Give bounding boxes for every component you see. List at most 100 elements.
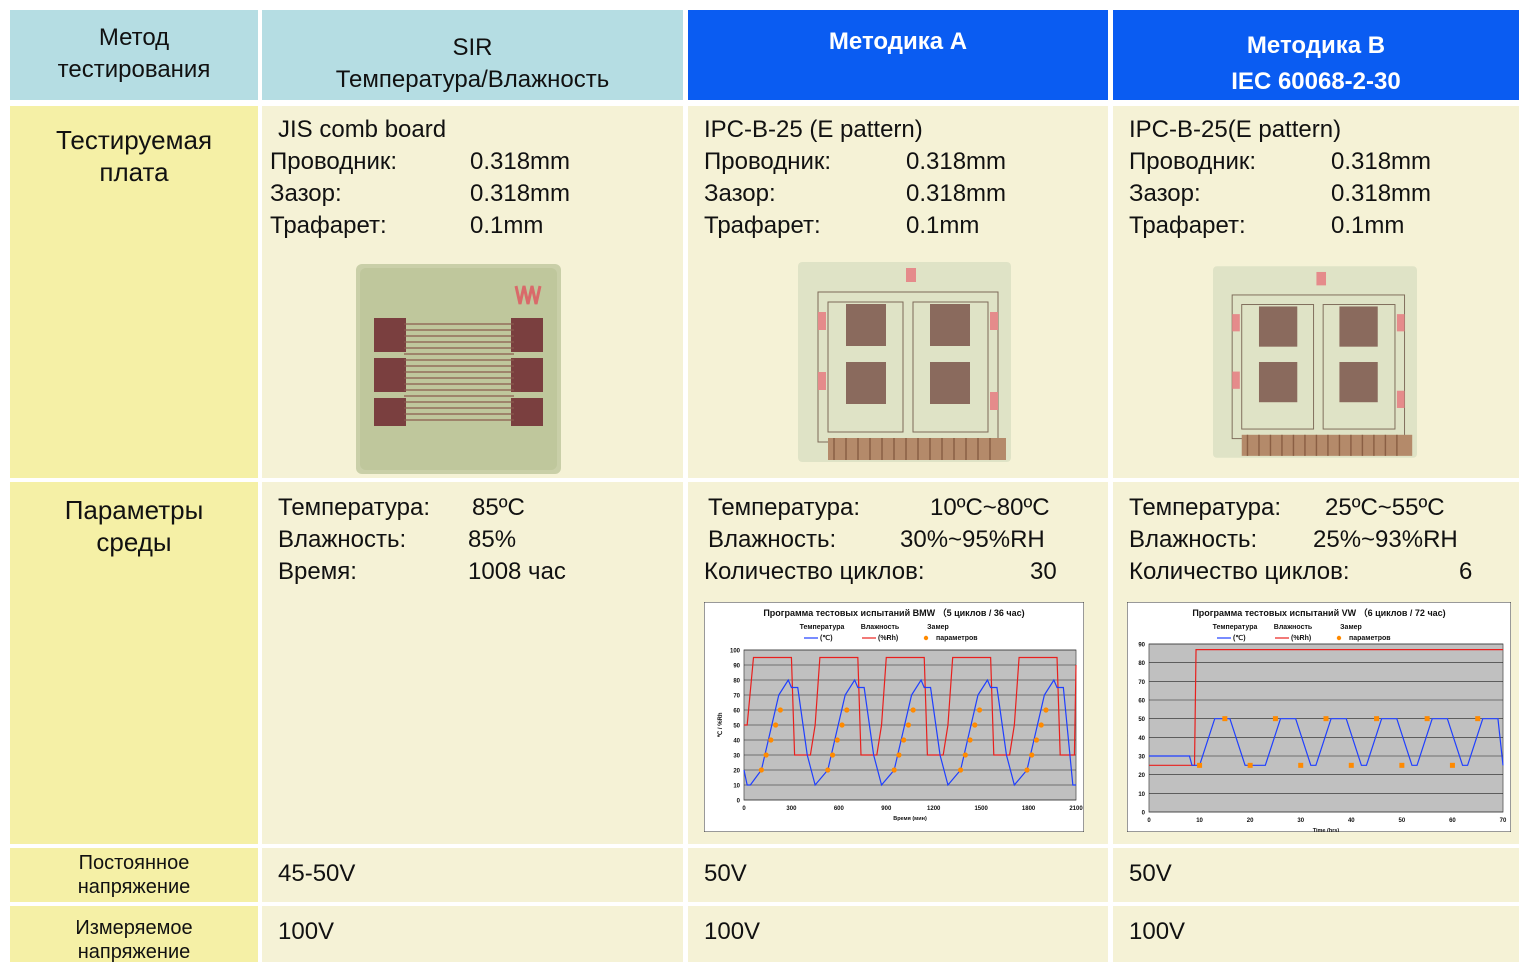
- ipc-b-25-board-image-b: [1213, 266, 1417, 458]
- legend-label: Влажность: [1274, 624, 1313, 631]
- measure-point: [1222, 716, 1228, 722]
- measure-point: [1348, 762, 1354, 768]
- legend-label: (℃): [1233, 634, 1246, 642]
- measure-point: [1038, 722, 1044, 728]
- board-b-gap-label: Зазор:: [1129, 180, 1201, 207]
- meas-b-value: 100V: [1129, 918, 1186, 945]
- label-env-line2: среды: [96, 527, 172, 557]
- measure-point: [1247, 762, 1253, 768]
- x-tick-label: 0: [742, 806, 746, 812]
- board-sir-conductor-label: Проводник:: [270, 148, 398, 175]
- dc-a-value: 50V: [704, 860, 747, 887]
- board-sir-stencil-label: Трафарет:: [270, 212, 387, 239]
- x-tick-label: 300: [786, 806, 797, 812]
- ipc-b-25-board-image: [798, 262, 1011, 462]
- label-board: Тестируемая плата: [10, 106, 258, 478]
- measure-point: [1475, 716, 1481, 722]
- x-axis-label: Time (hrs): [1313, 828, 1340, 832]
- measure-point: [844, 707, 850, 713]
- legend-label: Влажность: [861, 624, 900, 631]
- y-tick-label: 70: [733, 694, 740, 700]
- x-tick-label: 1800: [1022, 806, 1036, 812]
- humidity-series-line: [1149, 648, 1503, 766]
- header-method-line1: Метод: [98, 24, 170, 51]
- env-a-cycles-label: Количество циклов:: [704, 558, 925, 585]
- label-board-line1: Тестируемая: [55, 125, 213, 155]
- measure-point: [962, 752, 968, 758]
- legend-swatch: [1336, 635, 1342, 641]
- board-a-stencil-label: Трафарет:: [704, 212, 821, 239]
- y-tick-label: 80: [1138, 661, 1145, 667]
- board-a-cell: IPC-B-25 (E pattern) Проводник: 0.318mm …: [688, 106, 1108, 478]
- measure-point: [825, 767, 831, 773]
- meas-b-cell: 100V: [1113, 906, 1519, 962]
- env-b-cell: Температура: 25ºC~55ºC Влажность: 25%~93…: [1113, 482, 1519, 844]
- legend-label: параметров: [1349, 635, 1391, 642]
- legend-label: Температура: [800, 624, 845, 631]
- env-b-cycles-label: Количество циклов:: [1129, 558, 1350, 585]
- board-b-title: IPC-B-25(E pattern): [1129, 116, 1342, 143]
- env-sir-temp-value: 85ºC: [472, 494, 525, 521]
- board-sir-title: JIS comb board: [278, 116, 447, 143]
- board-sir-gap-value: 0.318mm: [470, 180, 571, 207]
- legend-swatch: [923, 635, 929, 641]
- meas-sir-value: 100V: [278, 918, 335, 945]
- header-method-line2: тестирования: [57, 56, 211, 83]
- board-sir-stencil-value: 0.1mm: [470, 212, 544, 239]
- board-a-gap-value: 0.318mm: [906, 180, 1007, 207]
- meas-a-cell: 100V: [688, 906, 1108, 962]
- x-tick-label: 50: [1399, 818, 1406, 824]
- env-sir-time-value: 1008 час: [468, 558, 566, 585]
- env-sir-hum-label: Влажность:: [278, 526, 407, 553]
- measure-point: [891, 767, 897, 773]
- board-b-cell: IPC-B-25(E pattern) Проводник: 0.318mm З…: [1113, 106, 1519, 478]
- header-sir-line2: Температура/Влажность: [335, 66, 610, 93]
- env-a-temp-label: Температура:: [708, 494, 861, 521]
- measure-point: [1024, 767, 1030, 773]
- y-tick-label: 30: [1138, 755, 1145, 761]
- humidity-series-line: [744, 656, 1077, 756]
- board-b-stencil-label: Трафарет:: [1129, 212, 1246, 239]
- legend-label: Замер: [1340, 624, 1362, 631]
- header-method-b-line1: Методика В: [1246, 32, 1386, 59]
- measure-point: [773, 722, 779, 728]
- measure-point: [972, 722, 978, 728]
- measure-point: [1449, 762, 1455, 768]
- board-b-conductor-value: 0.318mm: [1331, 148, 1432, 175]
- plot-area: [1148, 643, 1504, 813]
- board-a-conductor-value: 0.318mm: [906, 148, 1007, 175]
- measure-point: [896, 752, 902, 758]
- env-a-cell: Температура: 10ºC~80ºC Влажность: 30%~95…: [688, 482, 1108, 844]
- measure-point: [834, 737, 840, 743]
- measure-point: [1197, 762, 1203, 768]
- x-tick-label: 60: [1449, 818, 1456, 824]
- dc-b-value: 50V: [1129, 860, 1172, 887]
- env-a-hum-label: Влажность:: [708, 526, 837, 553]
- measure-point: [1029, 752, 1035, 758]
- header-method-a-line1: Методика А: [828, 28, 968, 55]
- measure-point: [768, 737, 774, 743]
- x-tick-label: 0: [1147, 818, 1151, 824]
- measure-point: [839, 722, 845, 728]
- board-sir-gap-label: Зазор:: [270, 180, 342, 207]
- env-sir-time-label: Время:: [278, 558, 357, 585]
- y-tick-label: 90: [1138, 643, 1145, 649]
- y-tick-label: 40: [1138, 736, 1145, 742]
- y-tick-label: 20: [1138, 773, 1145, 779]
- y-tick-label: 60: [733, 709, 740, 715]
- label-dc: Постоянное напряжение: [10, 848, 258, 902]
- measure-point: [957, 767, 964, 773]
- legend-label: (%Rh): [1291, 635, 1311, 642]
- temperature-series-line: [1149, 718, 1504, 766]
- measure-point: [1043, 707, 1049, 713]
- x-tick-label: 2100: [1069, 806, 1083, 812]
- y-axis-label: ℃ / %Rh: [717, 712, 724, 737]
- chart-title: Программа тестовых испытаний VW （6 цикло…: [1192, 608, 1445, 618]
- board-b-gap-value: 0.318mm: [1331, 180, 1432, 207]
- chart-title: Программа тестовых испытаний BMW （5 цикл…: [763, 608, 1024, 618]
- env-a-temp-value: 10ºC~80ºC: [930, 494, 1050, 521]
- env-b-hum-label: Влажность:: [1129, 526, 1258, 553]
- measure-point: [829, 752, 836, 758]
- y-tick-label: 40: [733, 739, 740, 745]
- label-board-line2: плата: [99, 157, 169, 187]
